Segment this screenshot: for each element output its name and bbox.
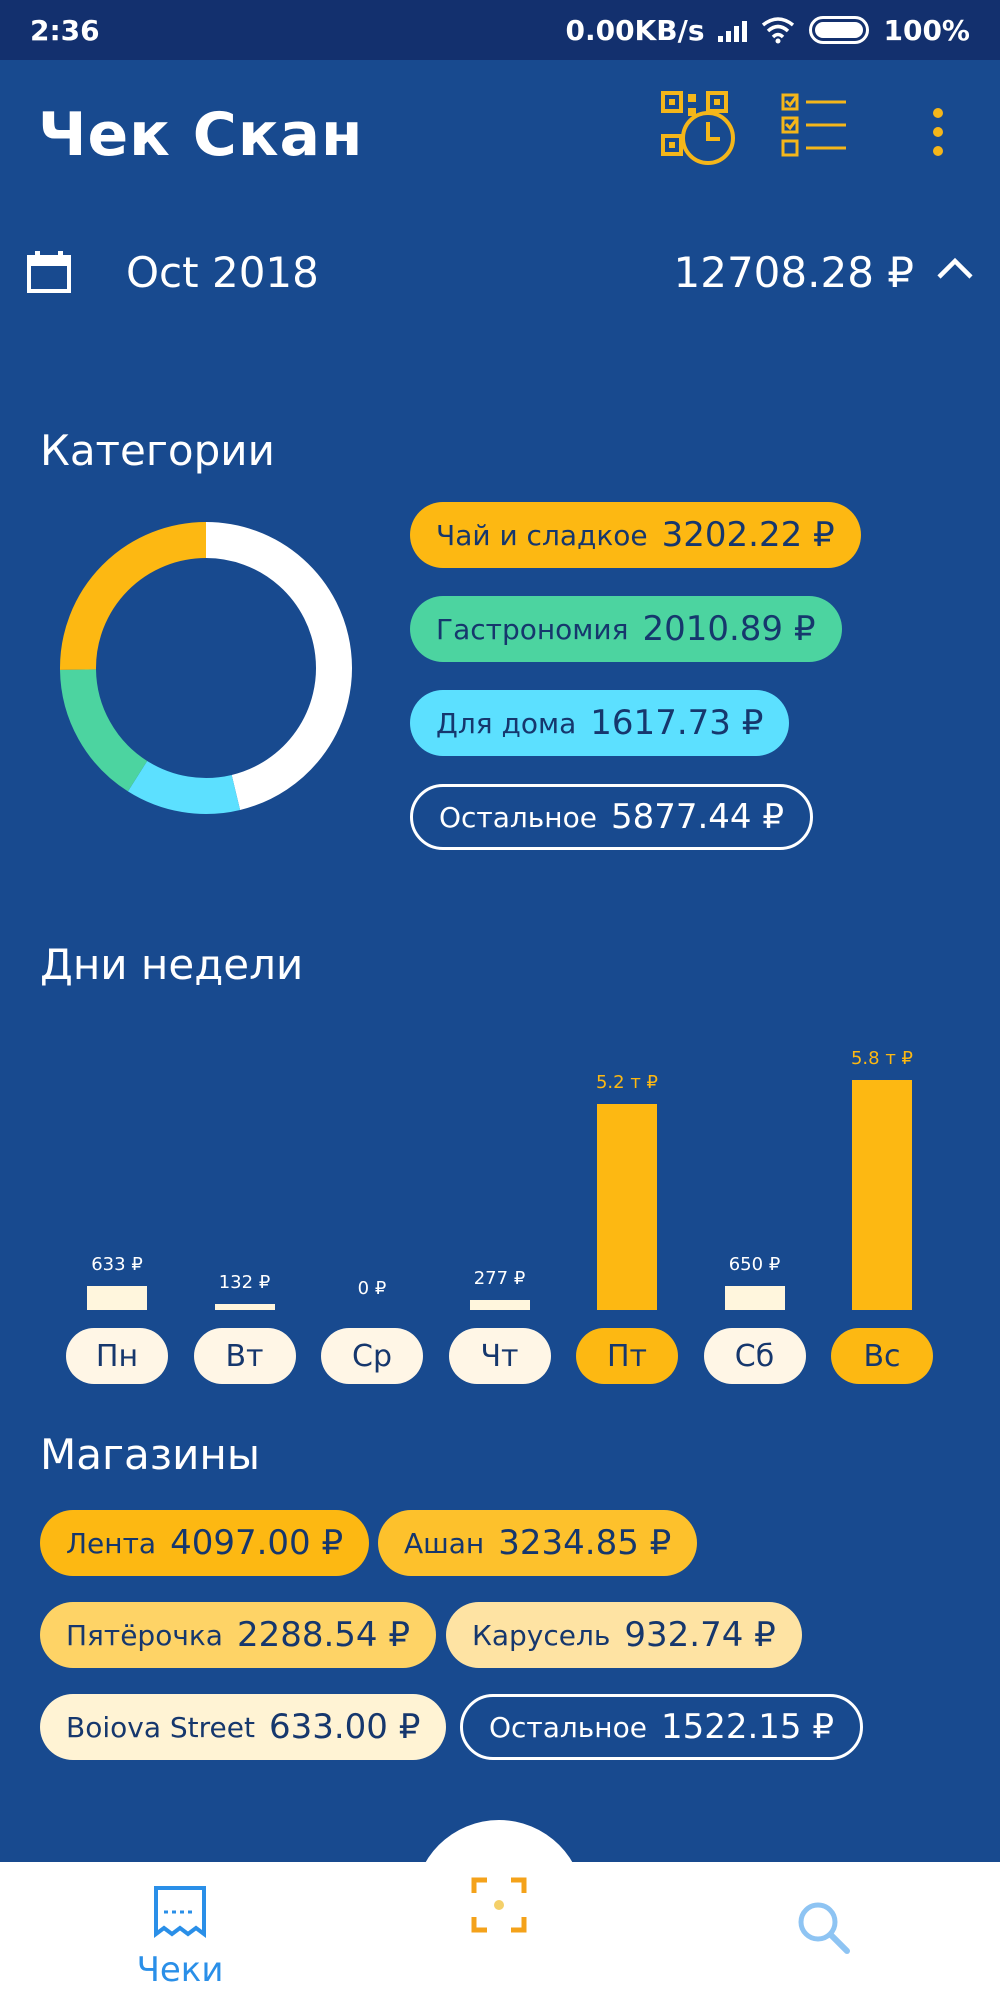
store-amount: 932.74 ₽ [624,1615,776,1655]
scan-icon [471,1877,527,1933]
category-amount: 5877.44 ₽ [610,797,785,837]
app-title: Чек Скан [38,100,364,170]
stores-title: Магазины [40,1430,261,1479]
app-bar: Чек Скан [0,60,1000,206]
day-button-0[interactable]: Пн [66,1328,168,1384]
bar-value-label-4: 5.2 т ₽ [595,1071,658,1093]
battery-level: 100% [883,13,970,47]
battery-icon [809,16,870,44]
category-name: Для дома [436,706,577,740]
period-total: 12708.28 ₽ [673,248,914,297]
checklist-icon[interactable] [780,92,848,160]
store-name: Пятёрочка [66,1618,223,1652]
bar-5 [724,1286,785,1310]
bar-value-label-2: 0 ₽ [357,1278,387,1299]
store-amount: 4097.00 ₽ [170,1523,344,1563]
chevron-up-icon[interactable] [936,256,974,280]
more-vert-icon[interactable] [928,108,948,156]
category-amount: 3202.22 ₽ [661,515,835,555]
category-pill-0[interactable]: Чай и сладкое 3202.22 ₽ [410,502,861,568]
donut-slice-2 [127,760,241,814]
signal-icon [718,18,748,42]
status-bar: 2:36 0.00KB/s 100% [0,0,1000,60]
category-name: Чай и сладкое [436,518,648,552]
donut-slice-3 [205,522,352,810]
bar-value-label-1: 132 ₽ [218,1272,271,1293]
nav-receipts-label: Чеки [136,1950,224,1990]
categories-donut-chart [60,522,352,814]
donut-slice-0 [60,522,207,670]
store-amount: 1522.15 ₽ [660,1707,835,1747]
calendar-icon[interactable] [26,250,72,294]
category-amount: 1617.73 ₽ [590,703,764,743]
store-pill-3[interactable]: Карусель 932.74 ₽ [446,1602,802,1668]
scan-button[interactable] [414,1820,584,1990]
bar-3 [469,1300,530,1310]
store-pill-2[interactable]: Пятёрочка 2288.54 ₽ [40,1602,436,1668]
qr-history-icon[interactable] [660,90,738,168]
store-name: Карусель [472,1618,611,1652]
search-icon[interactable] [796,1900,850,1954]
network-speed: 0.00KB/s [565,13,705,47]
categories-title: Категории [40,426,275,475]
bar-4 [597,1103,657,1310]
store-name: Boiova Street [66,1710,255,1744]
nav-receipts[interactable]: Чеки [130,1884,230,1994]
category-amount: 2010.89 ₽ [642,609,816,649]
status-time: 2:36 [30,13,100,47]
period-label[interactable]: Oct 2018 [126,248,319,297]
bar-6 [852,1080,912,1310]
store-pill-1[interactable]: Ашан 3234.85 ₽ [378,1510,698,1576]
wifi-icon [762,17,795,44]
store-amount: 2288.54 ₽ [236,1615,410,1655]
day-button-6[interactable]: Вс [831,1328,933,1384]
store-name: Остальное [489,1710,647,1744]
receipt-icon [154,1886,206,1938]
donut-slice-1 [60,668,148,792]
bar-1 [214,1304,275,1310]
bar-value-label-3: 277 ₽ [473,1268,526,1289]
day-button-2[interactable]: Ср [321,1328,423,1384]
category-name: Остальное [439,800,597,834]
bar-0 [87,1286,147,1310]
store-name: Лента [66,1526,157,1560]
day-button-3[interactable]: Чт [448,1328,551,1384]
store-pill-0[interactable]: Лента 4097.00 ₽ [40,1510,370,1576]
day-button-5[interactable]: Сб [703,1328,806,1384]
bar-value-label-6: 5.8 т ₽ [850,1048,913,1069]
weekdays-title: Дни недели [40,940,304,989]
category-name: Гастрономия [436,612,629,646]
category-pill-2[interactable]: Для дома 1617.73 ₽ [410,690,790,756]
store-amount: 633.00 ₽ [268,1707,421,1747]
period-selector[interactable]: Oct 2018 12708.28 ₽ [0,230,1000,310]
store-amount: 3234.85 ₽ [498,1523,672,1563]
day-button-1[interactable]: Вт [193,1328,296,1384]
store-pill-5[interactable]: Остальное 1522.15 ₽ [460,1694,864,1760]
store-name: Ашан [404,1526,485,1560]
store-pill-4[interactable]: Boiova Street 633.00 ₽ [40,1694,447,1760]
category-pill-3[interactable]: Остальное 5877.44 ₽ [410,784,814,850]
category-pill-1[interactable]: Гастрономия 2010.89 ₽ [410,596,842,662]
day-button-4[interactable]: Пт [576,1328,678,1384]
bar-value-label-5: 650 ₽ [728,1254,781,1275]
weekdays-bar-chart: 633 ₽ 132 ₽ 0 ₽ 277 ₽ 5.2 т ₽ 650 ₽ 5.8 т ₽ [0,1020,1000,1320]
bar-value-label-0: 633 ₽ [91,1254,143,1275]
